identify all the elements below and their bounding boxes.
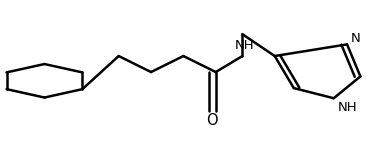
Text: NH: NH: [338, 101, 357, 114]
Text: O: O: [207, 113, 218, 128]
Text: N: N: [351, 32, 361, 45]
Text: NH: NH: [235, 39, 254, 52]
